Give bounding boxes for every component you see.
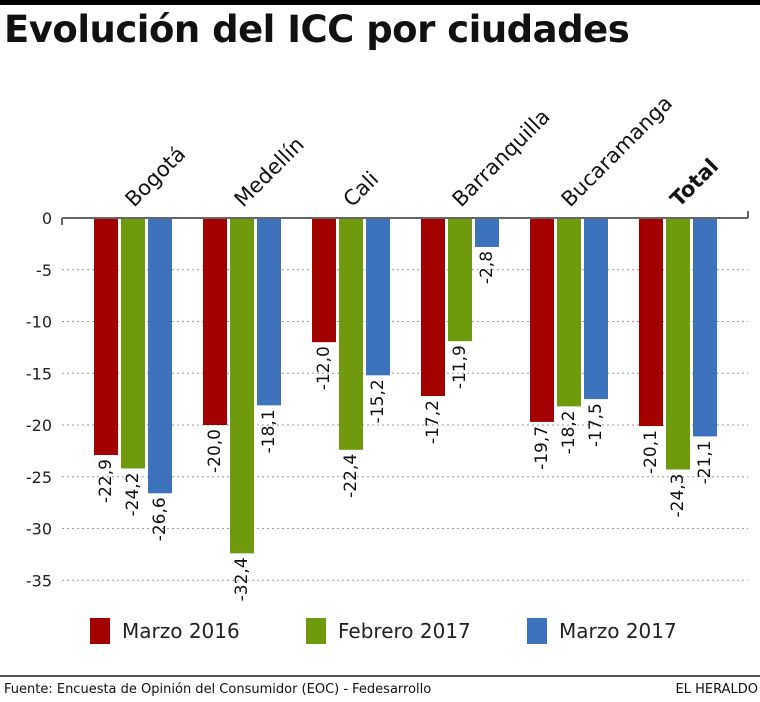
bar xyxy=(312,218,336,343)
bar xyxy=(693,218,717,437)
bar xyxy=(530,218,554,422)
legend-item-marzo-2016: Marzo 2016 xyxy=(90,618,240,644)
y-tick-label: -30 xyxy=(26,520,52,539)
bar xyxy=(448,218,472,342)
legend-item-febrero-2017: Febrero 2017 xyxy=(306,618,471,644)
bar xyxy=(475,218,499,247)
chart-title: Evolución del ICC por ciudades xyxy=(4,8,630,51)
data-label: -19,7 xyxy=(532,426,552,470)
y-tick-label: 0 xyxy=(42,209,52,228)
y-tick-label: -5 xyxy=(36,261,52,280)
data-label: -2,8 xyxy=(477,251,497,284)
bar xyxy=(203,218,227,425)
category-label: Bucaramanga xyxy=(557,91,678,212)
bar xyxy=(366,218,390,376)
legend-item-marzo-2017: Marzo 2017 xyxy=(527,618,677,644)
source-note: Fuente: Encuesta de Opinión del Consumid… xyxy=(4,682,432,697)
category-label: Cali xyxy=(339,167,384,212)
y-tick-label: -10 xyxy=(26,313,52,332)
footer-rule xyxy=(0,675,760,677)
data-label: -21,1 xyxy=(695,440,715,484)
data-label: -20,1 xyxy=(641,430,661,474)
data-label: -18,2 xyxy=(559,410,579,454)
data-label: -24,2 xyxy=(123,472,143,516)
data-label: -22,9 xyxy=(96,459,116,503)
legend-label: Marzo 2016 xyxy=(122,619,240,643)
legend-swatch xyxy=(90,618,110,644)
bar xyxy=(339,218,363,450)
bar xyxy=(639,218,663,427)
bar xyxy=(557,218,581,407)
bar xyxy=(148,218,172,494)
data-label: -22,4 xyxy=(341,454,361,498)
y-tick-label: -35 xyxy=(26,571,52,590)
data-label: -20,0 xyxy=(205,429,225,473)
data-label: -15,2 xyxy=(368,379,388,423)
publisher-brand: EL HERALDO xyxy=(675,682,758,697)
bar xyxy=(230,218,254,554)
category-label: Medellín xyxy=(230,132,309,211)
category-label: Barranquilla xyxy=(448,104,555,211)
data-label: -32,4 xyxy=(232,557,252,601)
bar xyxy=(257,218,281,406)
data-label: -26,6 xyxy=(150,497,170,541)
legend-label: Febrero 2017 xyxy=(338,619,471,643)
bar xyxy=(584,218,608,400)
y-tick-label: -25 xyxy=(26,468,52,487)
data-label: -12,0 xyxy=(314,346,334,390)
bar xyxy=(121,218,145,469)
bar xyxy=(666,218,690,470)
category-label: Total xyxy=(666,154,724,212)
data-label: -17,2 xyxy=(423,400,443,444)
legend-swatch xyxy=(527,618,547,644)
data-label: -17,5 xyxy=(586,403,606,447)
bar-chart: 0 -5 -10 -15 -20 -25 -30 -35 -22,9 -20,0 -12,0 -17,… xyxy=(26,91,749,601)
bar xyxy=(94,218,118,456)
bar xyxy=(421,218,445,397)
y-tick-label: -15 xyxy=(26,364,52,383)
category-label: Bogotá xyxy=(121,142,191,212)
y-tick-label: -20 xyxy=(26,416,52,435)
legend-swatch xyxy=(306,618,326,644)
legend-label: Marzo 2017 xyxy=(559,619,677,643)
legend: Marzo 2016 Febrero 2017 Marzo 2017 xyxy=(0,618,760,652)
data-label: -18,1 xyxy=(259,409,279,453)
data-label: -24,3 xyxy=(668,474,688,518)
data-label: -11,9 xyxy=(450,345,470,389)
top-rule xyxy=(0,0,760,5)
